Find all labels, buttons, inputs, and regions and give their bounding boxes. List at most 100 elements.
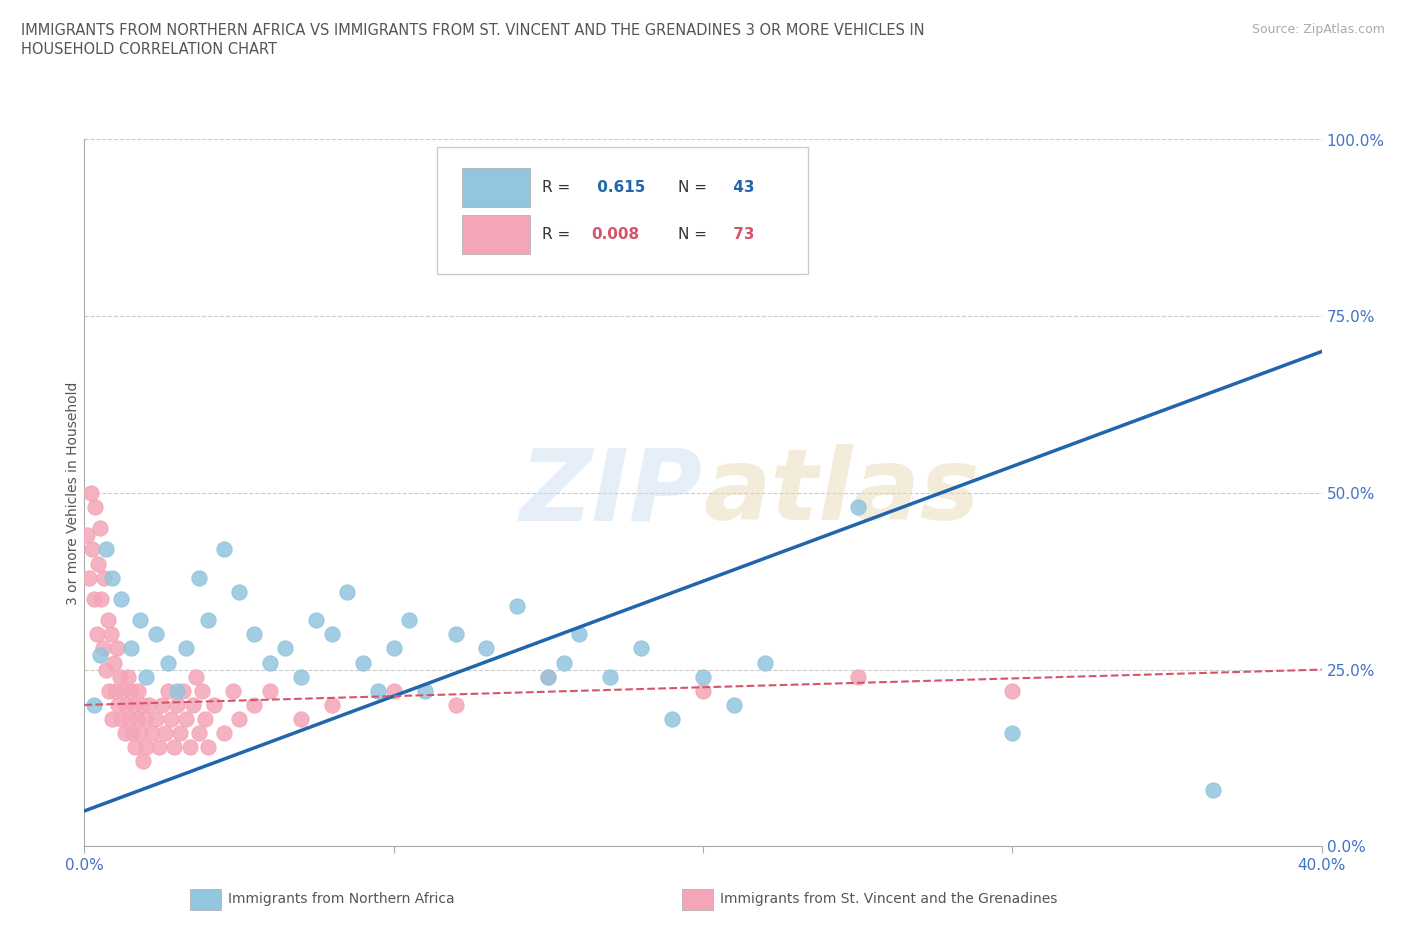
Point (259, 684, 281, 698)
Point (118, 711, 141, 726)
Point (367, 684, 389, 698)
Point (145, 627, 167, 642)
Point (846, 499, 869, 514)
Point (156, 684, 179, 698)
Point (336, 584, 359, 599)
Point (413, 684, 436, 698)
Point (222, 684, 245, 698)
Point (176, 641, 198, 656)
Point (475, 641, 498, 656)
Point (176, 711, 198, 726)
Point (121, 725, 143, 740)
FancyBboxPatch shape (461, 167, 530, 206)
Point (243, 698, 266, 712)
Point (120, 641, 142, 656)
Point (83, 698, 105, 712)
Point (599, 670, 621, 684)
Text: Immigrants from Northern Africa: Immigrants from Northern Africa (228, 892, 454, 907)
Point (141, 725, 163, 740)
Point (692, 684, 714, 698)
Point (153, 725, 176, 740)
Point (134, 711, 156, 726)
Point (110, 591, 132, 606)
Point (537, 670, 560, 684)
Point (172, 684, 194, 698)
Text: ZIP: ZIP (520, 445, 703, 541)
Text: Source: ZipAtlas.com: Source: ZipAtlas.com (1251, 23, 1385, 36)
Point (91, 641, 114, 656)
Point (79, 485, 101, 500)
Point (98, 684, 121, 698)
Point (169, 725, 191, 740)
Point (138, 698, 160, 712)
Point (197, 613, 219, 628)
Point (94, 662, 117, 677)
Text: R =: R = (543, 180, 575, 195)
Point (110, 711, 132, 726)
Point (163, 740, 186, 755)
Text: 73: 73 (728, 228, 754, 243)
Point (212, 725, 235, 740)
Y-axis label: 3 or more Vehicles in Household: 3 or more Vehicles in Household (66, 381, 80, 604)
Point (94, 542, 117, 557)
Point (104, 684, 127, 698)
Point (84, 499, 107, 514)
Point (212, 542, 235, 557)
Text: 43: 43 (728, 180, 754, 195)
Point (305, 613, 328, 628)
Point (135, 670, 157, 684)
Point (115, 698, 138, 712)
Point (166, 698, 188, 712)
Point (124, 740, 146, 755)
Point (630, 641, 652, 656)
Text: N =: N = (678, 180, 711, 195)
Point (661, 711, 683, 726)
Point (150, 698, 173, 712)
Point (76, 528, 98, 543)
Point (93, 570, 115, 585)
Point (107, 698, 129, 712)
Point (166, 684, 188, 698)
Point (723, 698, 745, 712)
Point (754, 655, 776, 670)
Text: N =: N = (678, 228, 711, 243)
Point (105, 641, 128, 656)
Point (82, 542, 104, 557)
Point (321, 698, 343, 712)
Point (87, 556, 110, 571)
Point (145, 711, 167, 726)
Point (568, 627, 591, 642)
Point (148, 740, 170, 755)
Point (228, 711, 250, 726)
Text: R =: R = (543, 228, 575, 243)
Point (181, 698, 204, 712)
Text: HOUSEHOLD CORRELATION CHART: HOUSEHOLD CORRELATION CHART (21, 42, 277, 57)
Point (108, 670, 131, 684)
Point (274, 641, 297, 656)
Point (120, 684, 142, 698)
Point (127, 684, 149, 698)
Point (290, 711, 312, 726)
Point (135, 740, 157, 755)
Point (537, 670, 560, 684)
Point (101, 711, 124, 726)
Point (290, 670, 312, 684)
Point (96, 613, 118, 628)
Text: IMMIGRANTS FROM NORTHERN AFRICA VS IMMIGRANTS FROM ST. VINCENT AND THE GRENADINE: IMMIGRANTS FROM NORTHERN AFRICA VS IMMIG… (21, 23, 925, 38)
Point (129, 725, 152, 740)
Text: 0.008: 0.008 (592, 228, 640, 243)
Point (259, 655, 281, 670)
Point (112, 684, 135, 698)
Point (228, 584, 250, 599)
Point (101, 570, 124, 585)
Point (86, 627, 108, 642)
Point (89, 648, 111, 663)
Point (122, 698, 145, 712)
Point (194, 711, 217, 726)
Point (156, 655, 179, 670)
Point (114, 725, 136, 740)
Point (382, 684, 405, 698)
Point (90, 591, 112, 606)
Point (382, 641, 405, 656)
Point (692, 670, 714, 684)
